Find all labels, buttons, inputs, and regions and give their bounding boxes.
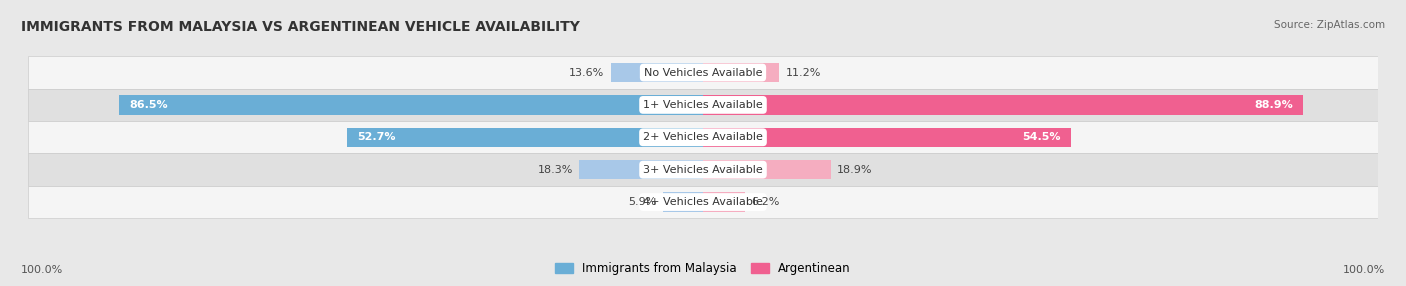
Bar [28,186,1378,218]
Text: 100.0%: 100.0% [1343,265,1385,275]
Legend: Immigrants from Malaysia, Argentinean: Immigrants from Malaysia, Argentinean [550,258,856,280]
Bar [703,192,745,212]
Text: 52.7%: 52.7% [357,132,396,142]
Text: 18.3%: 18.3% [537,165,572,175]
Text: 100.0%: 100.0% [21,265,63,275]
Bar [703,128,1071,147]
Text: 11.2%: 11.2% [786,67,821,78]
Text: 3+ Vehicles Available: 3+ Vehicles Available [643,165,763,175]
Text: IMMIGRANTS FROM MALAYSIA VS ARGENTINEAN VEHICLE AVAILABILITY: IMMIGRANTS FROM MALAYSIA VS ARGENTINEAN … [21,20,579,34]
Text: 13.6%: 13.6% [569,67,605,78]
Text: Source: ZipAtlas.com: Source: ZipAtlas.com [1274,20,1385,30]
Text: 86.5%: 86.5% [129,100,167,110]
Bar [703,95,1303,115]
Text: 6.2%: 6.2% [752,197,780,207]
Bar [579,160,703,179]
Bar [347,128,703,147]
Bar [120,95,703,115]
Text: 2+ Vehicles Available: 2+ Vehicles Available [643,132,763,142]
Bar [703,63,779,82]
Text: 54.5%: 54.5% [1022,132,1060,142]
Bar [28,56,1378,89]
Text: 5.9%: 5.9% [628,197,657,207]
Text: 1+ Vehicles Available: 1+ Vehicles Available [643,100,763,110]
Bar [28,121,1378,154]
Text: 88.9%: 88.9% [1254,100,1294,110]
Text: 4+ Vehicles Available: 4+ Vehicles Available [643,197,763,207]
Bar [612,63,703,82]
Bar [28,89,1378,121]
Bar [664,192,703,212]
Text: 18.9%: 18.9% [838,165,873,175]
Bar [28,154,1378,186]
Bar [703,160,831,179]
Text: No Vehicles Available: No Vehicles Available [644,67,762,78]
